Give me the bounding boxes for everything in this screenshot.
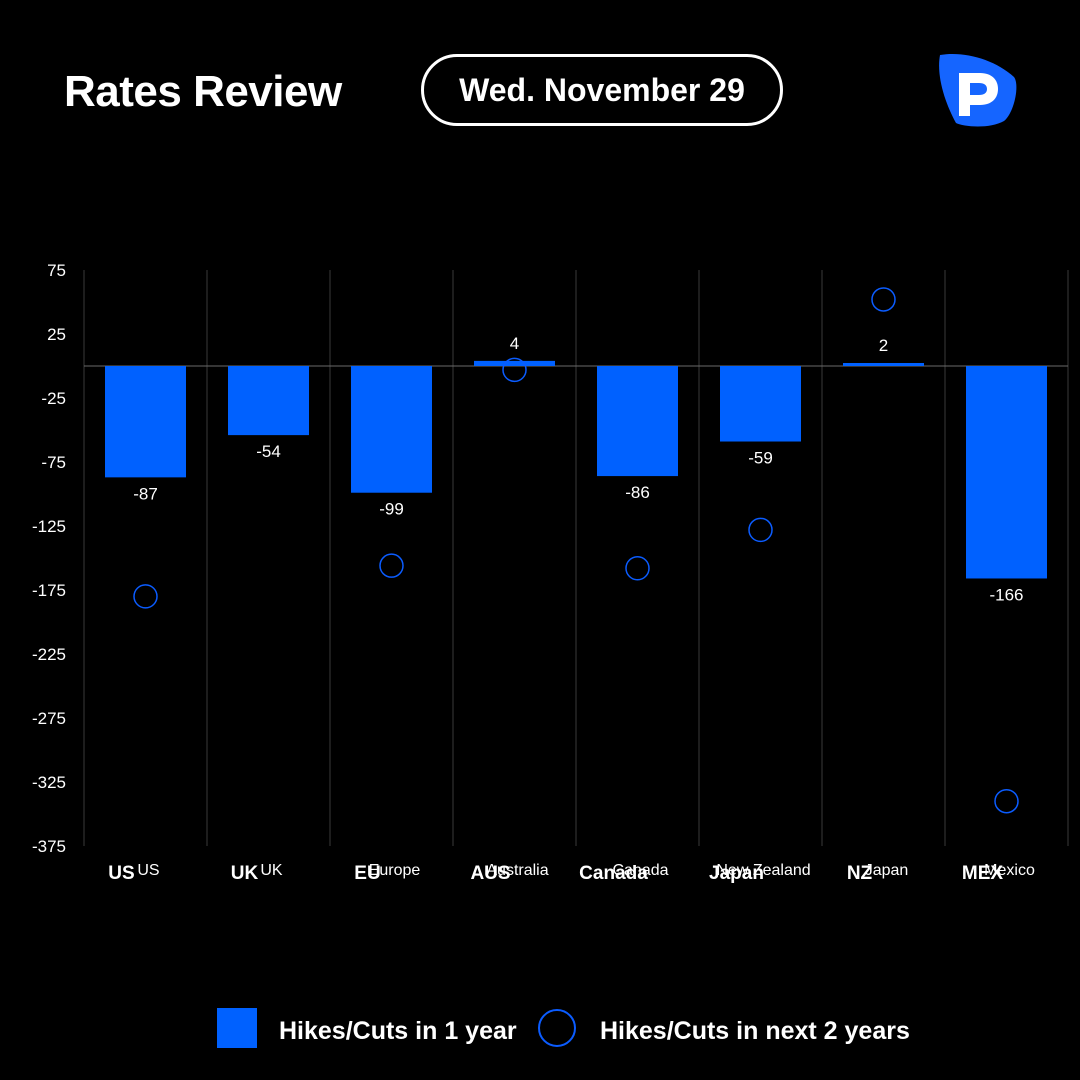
grid-layer: [83, 270, 1069, 846]
x-category-label: EU: [354, 863, 380, 884]
x-category-label: US: [108, 863, 134, 884]
x-category-label: UK: [231, 863, 259, 884]
marker-point: [379, 553, 404, 578]
bar-value-label: -86: [625, 483, 650, 502]
marker-point: [871, 287, 896, 312]
legend-item-2-years: [538, 1008, 576, 1048]
y-tick-label: -275: [32, 709, 66, 728]
legend-item-1-year: [217, 1008, 257, 1048]
x-overlay-label: New Zealand: [716, 862, 810, 879]
y-tick-label: 75: [47, 261, 66, 280]
y-tick-label: -225: [32, 645, 66, 664]
marker-point: [502, 357, 527, 383]
marker-point: [994, 788, 1019, 814]
bar-value-label: -54: [256, 442, 281, 461]
x-overlay-label: Canada: [612, 862, 668, 879]
bar-value-label: -59: [748, 449, 773, 468]
bar-value-label: -87: [133, 484, 158, 503]
marker-point: [625, 555, 650, 581]
y-tick-label: -175: [32, 581, 66, 600]
x-overlay-label: UK: [260, 862, 283, 879]
marker-point: [748, 517, 773, 543]
y-tick-label: -25: [41, 389, 66, 408]
x-overlay-label: US: [137, 862, 159, 879]
y-tick-label: -375: [32, 837, 66, 856]
x-category-label: MEX: [962, 863, 1004, 884]
page-title: Rates Review: [64, 67, 342, 116]
bar: [105, 366, 186, 478]
x-overlay-label: Japan: [865, 862, 909, 879]
x-category-label: Canada: [579, 863, 648, 884]
x-category-label: AUS: [470, 863, 510, 884]
marker-point: [133, 584, 158, 609]
x-category-label: Japan: [709, 863, 764, 884]
bar-value-label: -166: [989, 585, 1023, 604]
bar-value-label: -99: [379, 500, 404, 519]
y-tick-label: 25: [47, 325, 66, 344]
bar: [474, 360, 555, 366]
x-overlay-label: Mexico: [984, 862, 1035, 879]
date-badge: Wed. November 29: [421, 54, 783, 126]
bar: [597, 366, 678, 477]
legend-bar-swatch: [217, 1008, 257, 1048]
rates-chart: 75 25 -25 -75 -125 -175 -225 -275 -325 -375 -87 -54…: [32, 261, 1069, 884]
legend-circle-swatch: [538, 1009, 576, 1047]
pepperstone-p-logo-icon: [939, 53, 1017, 127]
y-tick-label: -75: [41, 453, 66, 472]
bar: [351, 366, 432, 493]
bar: [720, 366, 801, 442]
bar: [228, 366, 309, 436]
y-tick-label: -325: [32, 773, 66, 792]
label-layer: 75 25 -25 -75 -125 -175 -225 -275 -325 -375 -87 -54…: [32, 261, 1035, 884]
legend-label-1-year: Hikes/Cuts in 1 year: [279, 1017, 517, 1045]
x-category-label: NZ: [847, 863, 873, 884]
bar-value-label: 2: [879, 336, 888, 355]
bar: [843, 363, 924, 366]
x-overlay-label: Australia: [486, 862, 548, 879]
marker-layer: [133, 287, 1019, 814]
date-label: Wed. November 29: [459, 71, 745, 108]
bar-layer: [105, 360, 1047, 579]
y-tick-label: -125: [32, 517, 66, 536]
legend-label-2-years: Hikes/Cuts in next 2 years: [600, 1017, 910, 1045]
x-overlay-label: Europe: [369, 862, 421, 879]
bar: [966, 366, 1047, 579]
bar-value-label: 4: [510, 334, 519, 353]
